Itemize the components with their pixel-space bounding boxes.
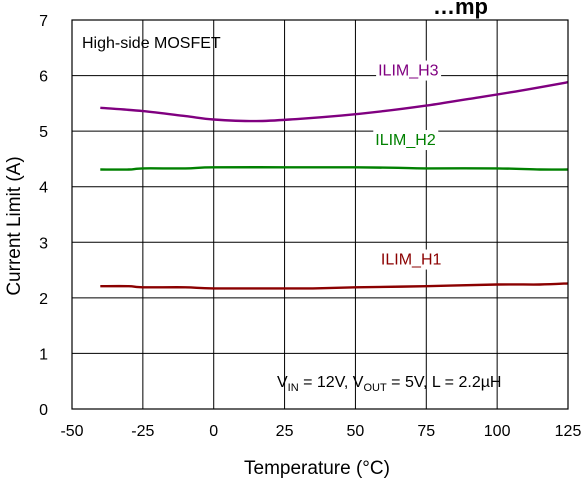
- grid-lines: [72, 20, 568, 409]
- x-tick-label: 50: [347, 423, 365, 440]
- y-tick-label: 3: [39, 235, 48, 252]
- x-tick-label: 0: [209, 423, 218, 440]
- x-tick-label: 75: [417, 423, 435, 440]
- vin-value: = 12V,: [299, 374, 353, 391]
- annotation-high-side-mosfet: High-side MOSFET: [82, 35, 221, 52]
- series-label-bg: [376, 60, 442, 81]
- y-tick-label: 1: [39, 346, 48, 363]
- x-axis-label: Temperature (°C): [244, 458, 390, 479]
- vin-subscript: IN: [288, 382, 299, 394]
- series-line-ilim-h1: [100, 282, 569, 290]
- y-tick-label: 2: [39, 291, 48, 308]
- series-line-ilim-h3: [100, 81, 569, 123]
- plot-area-frame: [71, 19, 569, 410]
- series-label-bg: [378, 249, 444, 270]
- y-tick-label: 7: [39, 13, 48, 30]
- series-labels: ILIM_H3 ILIM_H2 ILIM_H1: [373, 60, 444, 270]
- y-tick-label: 4: [39, 180, 48, 197]
- y-tick-label: 5: [39, 124, 48, 141]
- series-label-ilim-h3: ILIM_H3: [378, 63, 439, 80]
- series-label-ilim-h1: ILIM_H1: [381, 252, 442, 269]
- x-tick-label: -50: [60, 423, 83, 440]
- annotation-conditions: VIN = 12V, VOUT = 5V, L = 2.2µH: [277, 374, 501, 394]
- vout-subscript: OUT: [363, 382, 387, 394]
- series-label-bg: [373, 130, 439, 151]
- vout-value: = 5V, L = 2.2µH: [387, 374, 502, 391]
- vout-symbol: V: [353, 374, 364, 391]
- y-axis-label: Current Limit (A): [4, 156, 25, 295]
- y-tick-label: 0: [39, 402, 48, 419]
- series-label-ilim-h2: ILIM_H2: [375, 132, 436, 149]
- x-tick-label: -25: [131, 423, 154, 440]
- series-line-ilim-h2: [100, 166, 569, 171]
- vin-symbol: V: [277, 374, 288, 391]
- x-tick-label: 25: [276, 423, 294, 440]
- x-tick-label: 100: [484, 423, 511, 440]
- chart-title: …mp: [433, 0, 488, 19]
- tick-labels: -50 -25 0 25 50 75 100 125 0 1 2 3 4 5 6 7: [39, 13, 581, 440]
- y-tick-label: 6: [39, 69, 48, 86]
- x-tick-label: 125: [555, 423, 582, 440]
- series-group: [100, 81, 569, 290]
